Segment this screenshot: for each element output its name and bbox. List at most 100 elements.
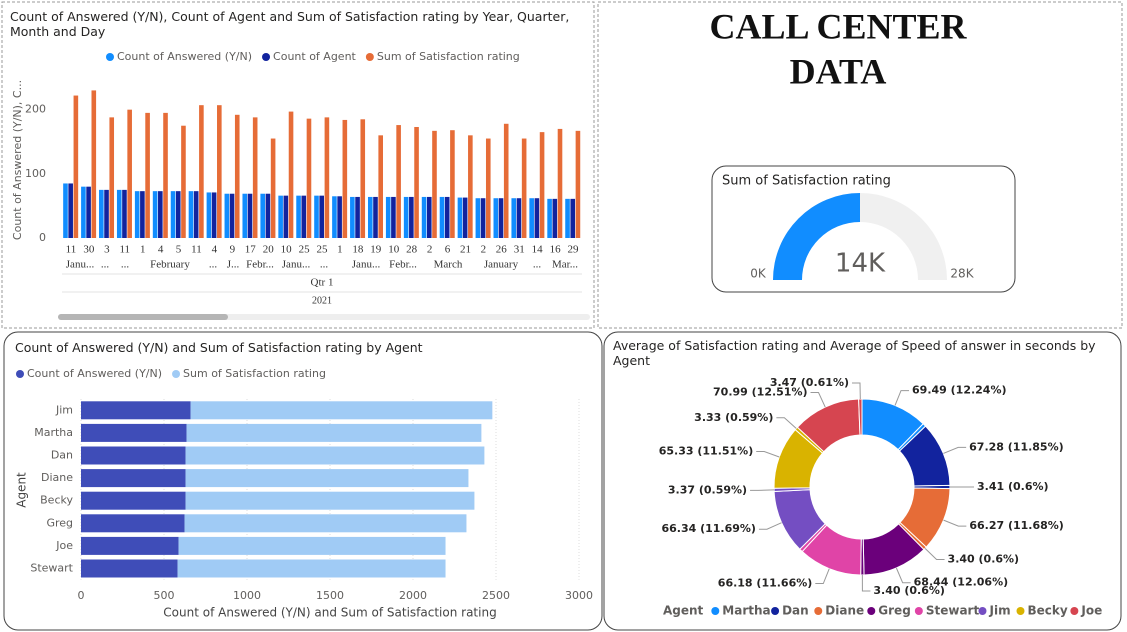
bar: [206, 192, 212, 238]
x-tick-label: 18: [352, 244, 364, 256]
y-tick-label: Jim: [55, 403, 73, 416]
bar: [355, 196, 360, 238]
data-label: 70.99 (12.51%): [713, 386, 808, 399]
bar: [337, 196, 342, 238]
month-label: Janu...: [282, 259, 311, 271]
y-tick-label: Greg: [46, 516, 73, 529]
bar: [163, 112, 168, 238]
bar: [314, 195, 319, 238]
leader-line: [810, 392, 826, 408]
bar: [81, 186, 86, 238]
legend-marker: [914, 607, 923, 615]
x-tick-label: 500: [154, 589, 175, 602]
bar: [485, 138, 491, 238]
data-label: 66.27 (11.68%): [969, 519, 1064, 532]
bar: [81, 423, 187, 442]
leader-line: [861, 574, 871, 592]
x-tick-label: 2: [481, 244, 487, 256]
gauge-title: Sum of Satisfaction rating: [722, 174, 891, 189]
y-tick-label: Stewart: [30, 562, 73, 575]
bar: [493, 198, 499, 238]
bar: [516, 198, 522, 238]
y-tick-label: 200: [25, 103, 46, 116]
bar: [185, 469, 469, 488]
bar: [109, 117, 115, 238]
leader-line: [895, 567, 911, 584]
panel-border: [711, 165, 1016, 293]
donut-slice: [858, 398, 863, 436]
bar: [242, 193, 248, 238]
bar: [134, 191, 140, 238]
legend-label: Martha: [722, 604, 770, 618]
data-label: 3.47 (0.61%): [770, 376, 849, 389]
bar: [296, 195, 301, 238]
legend-label: Greg: [878, 604, 911, 618]
bar: [547, 198, 552, 238]
bar: [521, 138, 527, 238]
data-label: 66.34 (11.69%): [661, 522, 756, 535]
scrollbar-thumb[interactable]: [58, 314, 228, 320]
leader-line: [756, 451, 780, 458]
bar: [152, 191, 158, 238]
bar: [185, 446, 485, 465]
y-tick-label: Martha: [34, 426, 73, 439]
x-tick-label: 0: [78, 589, 85, 602]
bar: [252, 117, 258, 238]
bar: [283, 195, 289, 238]
x-tick-label: 2: [427, 244, 433, 256]
data-label: 3.33 (0.59%): [694, 411, 773, 424]
bar: [184, 514, 467, 533]
bar: [234, 114, 240, 238]
x-tick-label: 11: [119, 244, 130, 256]
month-label: ...: [101, 259, 110, 271]
bar: [199, 105, 204, 238]
bar: [414, 126, 419, 238]
legend-marker: [262, 53, 271, 61]
month-label: Janu...: [352, 259, 381, 271]
data-label: 68.44 (12.06%): [914, 576, 1009, 589]
bar: [86, 186, 91, 238]
bar: [378, 135, 383, 238]
gauge-fill: [773, 193, 860, 280]
legend-title: Agent: [663, 604, 704, 618]
legend-label: Sum of Satisfaction rating: [183, 367, 326, 380]
x-tick-label: 9: [230, 244, 236, 256]
bar: [81, 536, 179, 555]
bar: [63, 183, 68, 238]
y-tick-label: Joe: [55, 539, 73, 552]
legend-label: Count of Answered (Y/N): [27, 367, 162, 380]
bar: [265, 193, 271, 238]
bar: [188, 191, 194, 238]
month-label: ...: [320, 259, 329, 271]
bar: [81, 514, 185, 533]
legend-label: Count of Answered (Y/N): [117, 50, 252, 63]
x-tick-label: 1: [337, 244, 343, 256]
legend-label: Diane: [825, 604, 864, 618]
bar: [81, 469, 186, 488]
data-label: 69.49 (12.24%): [912, 384, 1007, 397]
data-label: 3.41 (0.6%): [977, 480, 1049, 493]
x-tick-label: 10: [388, 244, 400, 256]
bar: [81, 491, 186, 510]
bar: [534, 198, 540, 238]
bar: [170, 191, 176, 238]
panel-border: [603, 331, 1122, 631]
bar: [475, 198, 481, 238]
legend-label: Jim: [988, 604, 1010, 618]
chart-title: Average of Satisfaction rating and Avera…: [613, 338, 1096, 368]
x-tick-label: 31: [514, 244, 525, 256]
month-label: Febr...: [246, 259, 274, 271]
legend-label: Stewart: [926, 604, 980, 618]
x-tick-label: 1000: [233, 589, 261, 602]
y-tick-label: Becky: [40, 494, 73, 507]
bar: [439, 196, 445, 238]
month-label: Febr...: [389, 259, 417, 271]
bar: [145, 112, 150, 238]
legend-label: Joe: [1080, 604, 1102, 618]
bar: [457, 197, 463, 238]
bar: [385, 196, 391, 238]
x-tick-label: 29: [568, 244, 580, 256]
bar: [260, 193, 266, 238]
x-tick-label: 11: [191, 244, 202, 256]
bar: [421, 196, 427, 238]
